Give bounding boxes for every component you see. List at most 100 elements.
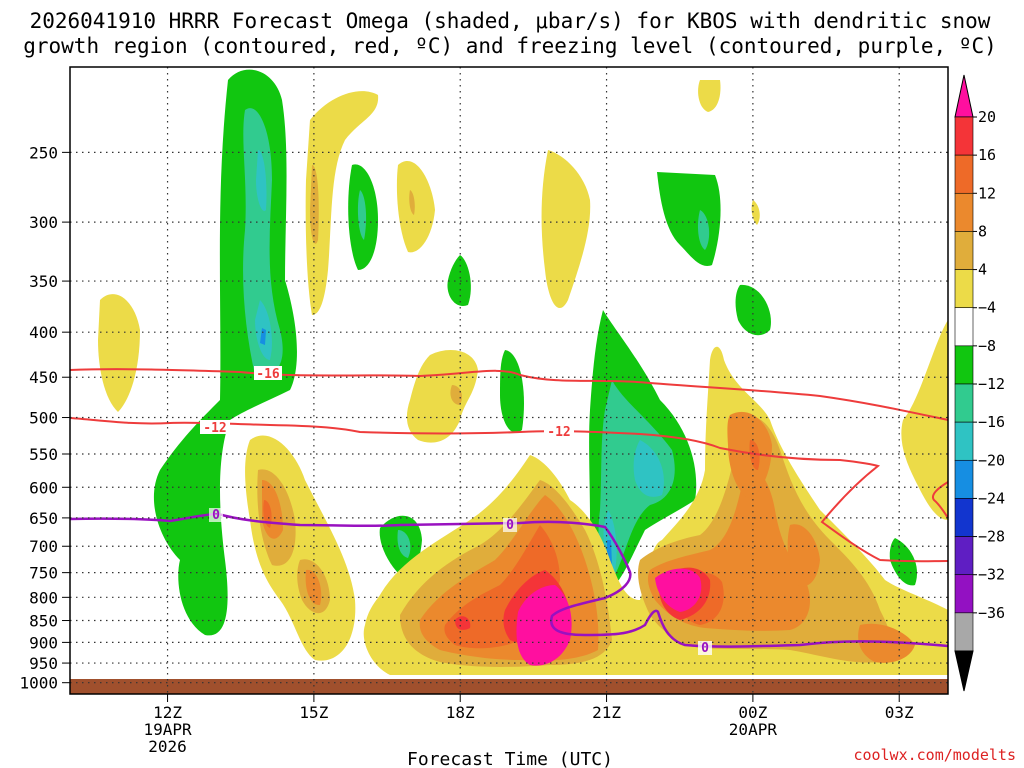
colorbar-label: −36: [978, 604, 1005, 622]
y-tick-label: 400: [29, 323, 58, 342]
credit-text: coolwx.com/modelts: [853, 746, 1016, 764]
colorbar-swatch: [954, 421, 974, 461]
y-tick-label: 250: [29, 143, 58, 162]
y-tick-label: 750: [29, 564, 58, 583]
x-tick-label: 03Z: [885, 703, 914, 722]
grid: [70, 67, 948, 694]
colorbar-swatch: [954, 154, 974, 194]
freezing-label-c: 0: [701, 641, 709, 656]
colorbar-swatch: [954, 269, 974, 309]
terrain-bar: [70, 679, 948, 694]
omega-yellow-region: [245, 435, 356, 661]
omega-yellow-region: [406, 350, 478, 443]
omega-magenta-region: [655, 568, 702, 612]
plot-area: [69, 69, 949, 694]
x-tick-label: 00Z: [738, 703, 767, 722]
x-tick-label: 15Z: [299, 703, 328, 722]
y-tick-label: 700: [29, 537, 58, 556]
colorbar-label: −28: [978, 528, 1005, 546]
omega-teal-region: [397, 530, 411, 558]
omega-orange-region: [858, 623, 915, 663]
freezing-label-a: 0: [212, 508, 220, 523]
colorbar-swatch: [954, 383, 974, 423]
colorbar-bottom-arrow: [954, 650, 974, 692]
colorbar-swatch: [954, 231, 974, 270]
y-tick-label: 550: [29, 445, 58, 464]
x-tick-label: 21Z: [592, 703, 621, 722]
x-axis-label: Forecast Time (UTC): [407, 749, 613, 768]
y-tick-label: 850: [29, 612, 58, 631]
omega-yellow-region: [305, 91, 379, 315]
colorbar-swatch: [954, 307, 974, 347]
colorbar-swatch: [954, 536, 974, 576]
y-tick-label: 300: [29, 213, 58, 232]
omega-yellow-region: [751, 200, 760, 225]
y-axis: 250 300 350 400 450 500 550 600 650 700 750 800 850 9…: [19, 143, 70, 693]
omega-yellow-region: [901, 320, 948, 520]
colorbar-label: −12: [978, 375, 1005, 393]
y-tick-label: 450: [29, 368, 58, 387]
x-tick-year: 2026: [148, 737, 187, 756]
omega-yellow-region: [698, 80, 721, 112]
omega-gold-region: [450, 385, 463, 405]
y-tick-label: 500: [29, 409, 58, 428]
omega-orange-region: [727, 411, 772, 498]
x-tick-label: 18Z: [446, 703, 475, 722]
colorbar-swatch: [954, 116, 974, 156]
contour-minus12: [69, 417, 949, 563]
chart-title-line1: 2026041910 HRRR Forecast Omega (shaded, …: [30, 9, 991, 33]
omega-teal-region: [357, 190, 367, 240]
colorbar-swatch: [954, 192, 974, 232]
colorbar-label: −8: [978, 337, 996, 355]
omega-red-spot: [455, 616, 471, 630]
x-tick-date: 20APR: [729, 720, 778, 739]
y-tick-label: 350: [29, 272, 58, 291]
colorbar-swatch: [954, 574, 974, 614]
colorbar-swatch: [954, 612, 974, 652]
omega-yellow-region: [396, 161, 435, 253]
colorbar-label: 12: [978, 184, 996, 202]
y-tick-label: 600: [29, 478, 58, 497]
omega-yellow-region: [541, 150, 591, 309]
colorbar-label: −4: [978, 299, 996, 317]
omega-teal-region: [243, 108, 283, 377]
y-tick-label: 900: [29, 633, 58, 652]
omega-cyan-region: [603, 440, 664, 575]
colorbar-label: −16: [978, 413, 1005, 431]
omega-orange-region: [262, 480, 322, 606]
x-tick-label: 12Z: [153, 703, 182, 722]
omega-green-region: [735, 284, 771, 336]
contour-minus16: [69, 368, 949, 421]
omega-dark-orange-spot: [749, 440, 760, 470]
y-tick-label: 1000: [19, 674, 58, 693]
y-tick-label: 650: [29, 509, 58, 528]
colorbar-top-arrow: [954, 74, 974, 118]
omega-cyan-region: [255, 150, 272, 360]
colorbar-swatch: [954, 459, 974, 499]
freezing-label-b: 0: [506, 518, 514, 533]
contour-label-minus12-b: -12: [547, 425, 570, 440]
colorbar-label: 4: [978, 261, 987, 279]
omega-orange-region: [787, 524, 820, 587]
omega-green-region: [447, 255, 471, 306]
contour-freezing-level: [69, 512, 949, 648]
plot-frame: [69, 66, 949, 695]
omega-magenta-region: [516, 585, 572, 666]
chart-title-line2: growth region (contoured, red, ºC) and f…: [23, 34, 997, 58]
colorbar-swatch: [954, 498, 974, 537]
colorbar-label: 20: [978, 108, 996, 126]
colorbar-swatch: [954, 345, 974, 385]
omega-gold-region: [310, 165, 319, 244]
contour-label-minus12: -12: [203, 421, 226, 436]
contour-label-minus16: -16: [256, 367, 280, 382]
x-tick-date: 19APR: [143, 720, 192, 739]
colorbar-label: −20: [978, 451, 1005, 469]
colorbar: 20 16 12 8 4 −4 −8 −12 −16 −20 −24 −28 −32 −36: [954, 74, 1005, 692]
omega-blue-spot: [260, 328, 266, 345]
colorbar-label: 16: [978, 146, 996, 164]
y-tick-label: 800: [29, 588, 58, 607]
omega-green-region: [500, 350, 525, 433]
colorbar-label: −24: [978, 489, 1005, 507]
